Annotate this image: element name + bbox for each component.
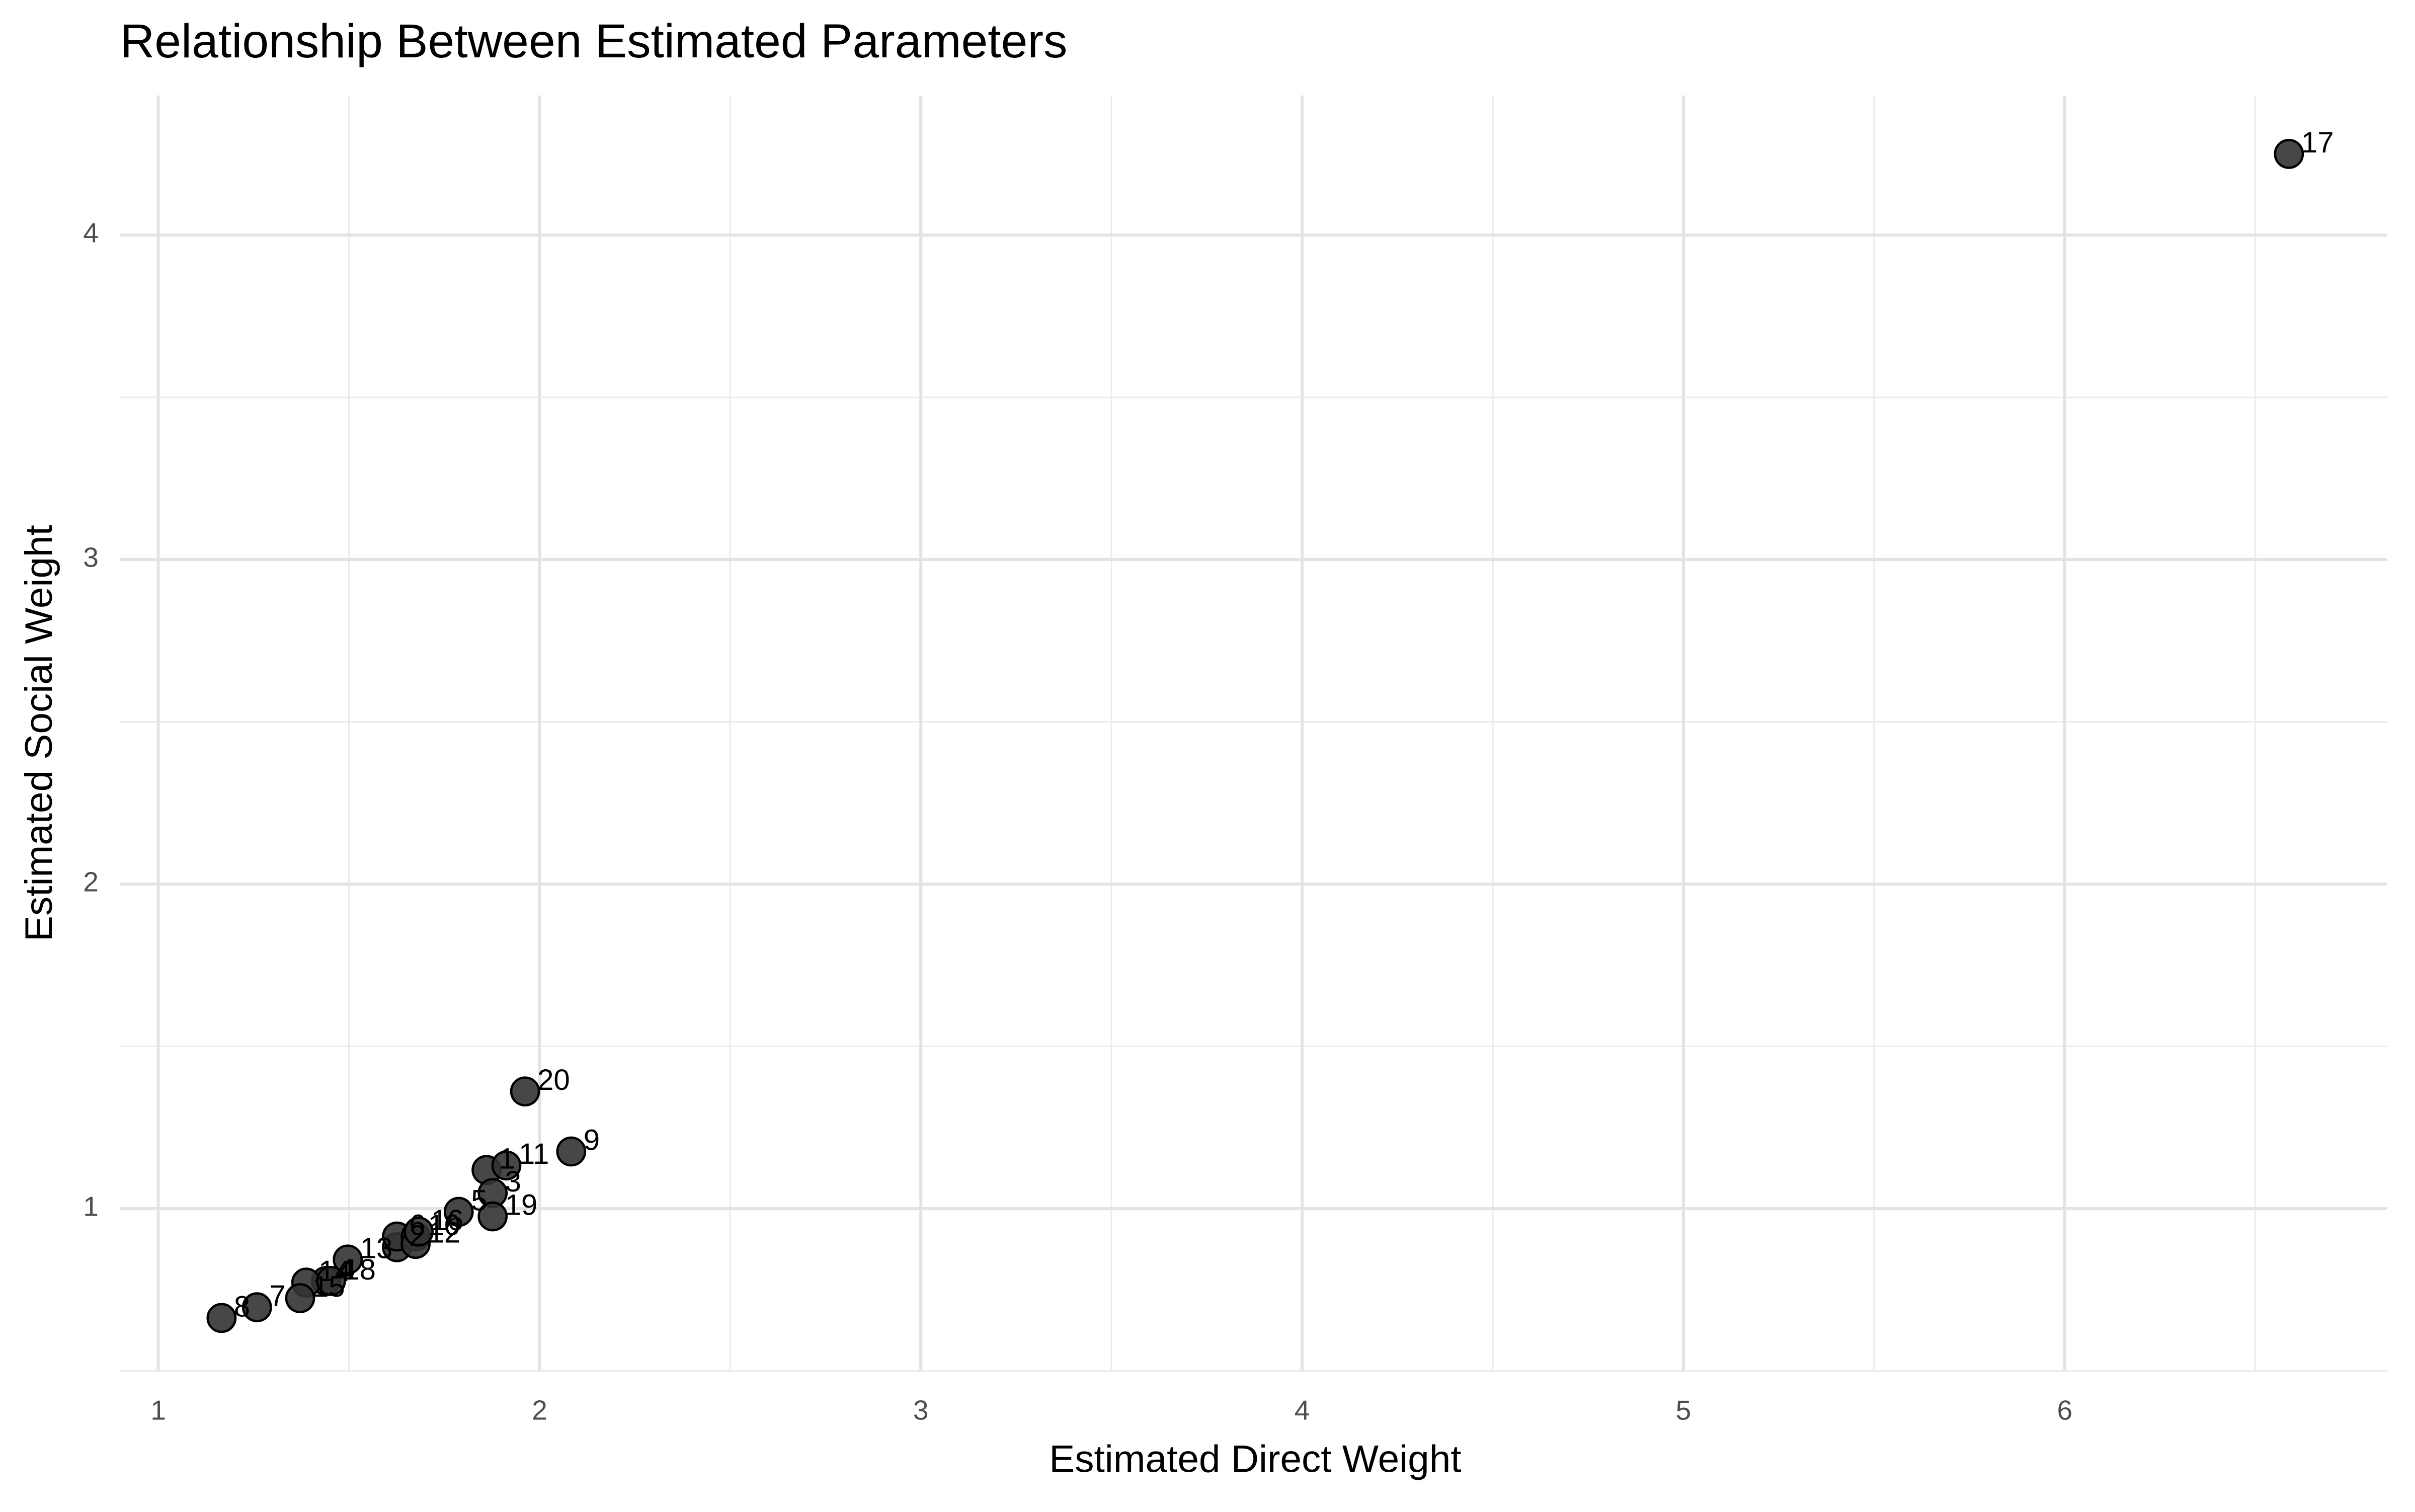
x-tick-label: 5 xyxy=(1676,1395,1692,1426)
point xyxy=(477,1201,508,1232)
point-label: 10 xyxy=(428,1209,461,1241)
x-tick-label: 6 xyxy=(2057,1395,2072,1426)
point-label: 12 xyxy=(428,1216,461,1249)
y-axis-title: Estimated Social Weight xyxy=(18,525,60,941)
point xyxy=(242,1292,272,1322)
x-tick-label: 1 xyxy=(150,1395,166,1426)
y-tick-label: 1 xyxy=(83,1191,99,1222)
point-label: 17 xyxy=(2301,126,2334,159)
point xyxy=(333,1244,363,1275)
point xyxy=(491,1150,522,1181)
x-tick-label: 3 xyxy=(913,1395,929,1426)
point xyxy=(556,1136,587,1167)
point-label: 19 xyxy=(505,1188,538,1221)
point xyxy=(510,1076,540,1107)
point-label: 20 xyxy=(537,1064,570,1096)
y-tick-label: 3 xyxy=(83,542,99,573)
x-tick-label: 4 xyxy=(1295,1395,1310,1426)
point xyxy=(404,1216,434,1247)
point xyxy=(2274,139,2304,169)
x-axis-title: Estimated Direct Weight xyxy=(1049,1438,1461,1480)
point-label: 1 xyxy=(499,1142,515,1175)
point-label: 7 xyxy=(269,1280,285,1312)
point-label: 18 xyxy=(343,1253,376,1286)
point-label: 11 xyxy=(519,1138,549,1170)
point-label: 13 xyxy=(360,1232,393,1264)
point-label: 5 xyxy=(471,1184,487,1217)
point xyxy=(206,1303,237,1333)
point-label: 6 xyxy=(409,1209,425,1241)
chart-title: Relationship Between Estimated Parameter… xyxy=(120,15,1068,68)
x-tick-label: 2 xyxy=(532,1395,547,1426)
point-label: 8 xyxy=(234,1290,250,1323)
point xyxy=(443,1197,474,1227)
point-label: 9 xyxy=(584,1124,600,1156)
point-label: 16 xyxy=(431,1204,464,1237)
point-label: 3 xyxy=(505,1165,521,1198)
point-label: 14 xyxy=(318,1255,351,1288)
point-label: 4 xyxy=(338,1253,354,1286)
point-label: 15 xyxy=(312,1270,345,1303)
point xyxy=(316,1265,346,1296)
point-label: 2 xyxy=(409,1220,425,1252)
y-tick-label: 2 xyxy=(83,866,99,898)
point xyxy=(285,1283,315,1313)
y-tick-label: 4 xyxy=(83,217,99,249)
